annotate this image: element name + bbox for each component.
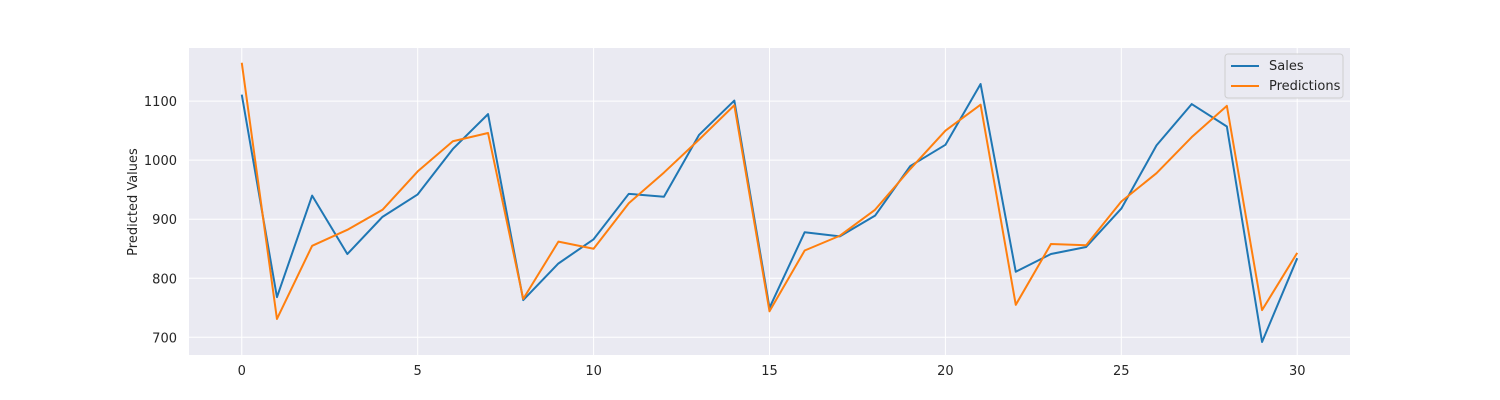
series-lines [240,62,1299,344]
x-tick-label: 0 [238,364,246,379]
x-tick-label: 10 [585,364,602,379]
x-tick-label: 20 [937,364,954,379]
legend-label-predictions: Predictions [1269,79,1341,94]
grid [189,48,1350,355]
y-tick-label: 800 [152,272,177,287]
x-tick-label: 15 [761,364,778,379]
x-tick-label: 5 [414,364,422,379]
legend: Sales Predictions [1224,53,1344,99]
x-tick-label: 30 [1289,364,1306,379]
x-tick-label: 25 [1113,364,1130,379]
x-tick-labels: 0 5 10 15 20 25 30 [238,364,1306,379]
y-tick-label: 900 [152,213,177,228]
series-line-predictions [240,62,1299,320]
y-tick-labels: 700 800 900 1000 1100 [144,95,177,346]
y-tick-label: 700 [152,331,177,346]
y-tick-label: 1000 [144,154,177,169]
y-axis-label: Predicted Values [126,148,141,256]
legend-label-sales: Sales [1269,59,1304,74]
y-tick-label: 1100 [144,95,177,110]
